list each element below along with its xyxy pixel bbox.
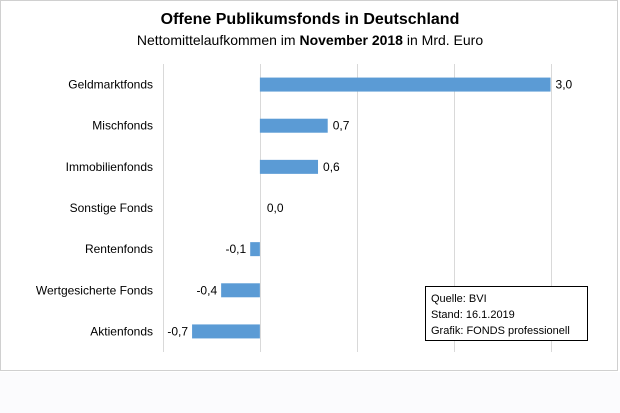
title-block: Offene Publikumsfonds in Deutschland Net… (0, 10, 620, 50)
bar (250, 242, 260, 257)
value-label: -0,1 (226, 242, 247, 256)
bar (259, 118, 328, 133)
subtitle-month: November 2018 (299, 32, 403, 48)
category-label: Sonstige Fonds (70, 201, 153, 215)
category-label: Wertgesicherte Fonds (36, 283, 153, 297)
category-label: Aktienfonds (90, 324, 153, 338)
bottom-band (0, 372, 620, 413)
bar (192, 324, 260, 339)
bar (259, 159, 319, 174)
date-line: Stand: 16.1.2019 (431, 309, 515, 321)
category-label: Geldmarktfonds (68, 78, 153, 92)
value-label: -0,4 (196, 283, 217, 297)
category-label: Mischfonds (92, 119, 153, 133)
category-label: Immobilienfonds (66, 160, 153, 174)
bar-chart: Geldmarktfonds 3,0 Mischfonds 0,7 Immobilien… (36, 64, 573, 352)
credit-line: Grafik: FONDS professionell (431, 325, 570, 337)
value-label: -0,7 (167, 324, 188, 338)
value-label: 0,0 (267, 201, 284, 215)
chart-title: Offene Publikumsfonds in Deutschland (160, 11, 460, 28)
source-line: Quelle: BVI (431, 293, 487, 305)
subtitle-prefix: Nettomittelaufkommen im (136, 32, 300, 48)
bar (259, 77, 551, 92)
chart-subtitle: Nettomittelaufkommen im November 2018 in… (0, 30, 620, 50)
bar (221, 283, 260, 298)
value-label: 3,0 (556, 78, 573, 92)
category-label: Rentenfonds (85, 242, 153, 256)
subtitle-suffix: in Mrd. Euro (402, 32, 484, 48)
value-label: 0,7 (333, 119, 350, 133)
value-label: 0,6 (323, 160, 340, 174)
source-box: Quelle: BVI Stand: 16.1.2019 Grafik: FON… (425, 286, 588, 341)
